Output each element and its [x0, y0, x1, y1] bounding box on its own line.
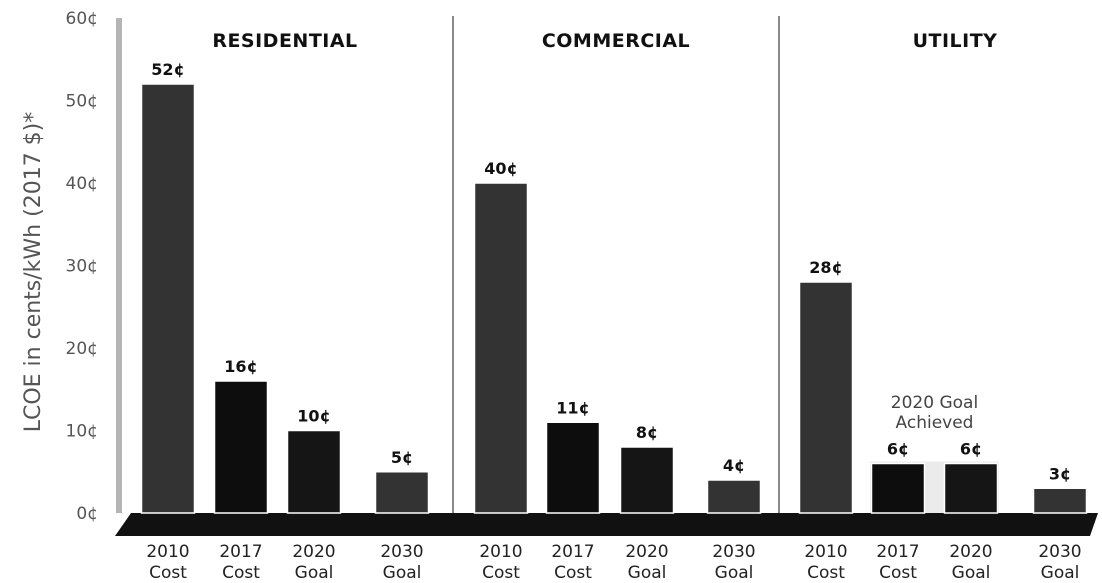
y-tick-label: 30¢: [66, 257, 98, 277]
bar-value-label: 11¢: [556, 398, 589, 417]
x-tick-label: 2017: [876, 542, 919, 562]
bar: [870, 462, 926, 514]
x-tick-label: Cost: [149, 563, 187, 583]
bar-value-label: 8¢: [636, 423, 658, 442]
bar-value-label: 6¢: [960, 440, 982, 459]
bar: [140, 83, 196, 514]
bar: [545, 421, 601, 514]
bar-value-label: 3¢: [1049, 464, 1071, 483]
bar-value-label: 28¢: [809, 258, 842, 277]
x-tick-label: Goal: [383, 563, 422, 583]
x-tick-label: Cost: [879, 563, 917, 583]
chart-base: [115, 513, 1098, 536]
bar: [213, 380, 269, 514]
panel-title: RESIDENTIAL: [212, 30, 357, 52]
x-tick-label: 2010: [804, 542, 847, 562]
bar: [286, 429, 342, 514]
bar-value-label: 10¢: [297, 407, 330, 426]
y-axis-title: LCOE in cents/kWh (2017 $)*: [21, 112, 46, 433]
x-tick-label: Goal: [295, 563, 334, 583]
x-tick-label: Goal: [715, 563, 754, 583]
x-tick-label: Cost: [807, 563, 845, 583]
x-tick-label: 2020: [292, 542, 335, 562]
bar: [943, 462, 999, 514]
y-tick-label: 50¢: [66, 92, 98, 112]
annotation-line-2: Achieved: [896, 413, 974, 433]
x-tick-label: 2010: [479, 542, 522, 562]
x-tick-label: 2020: [625, 542, 668, 562]
x-tick-label: Goal: [1041, 563, 1080, 583]
annotation-line-1: 2020 Goal: [891, 393, 978, 413]
y-tick-label: 60¢: [66, 9, 98, 29]
x-tick-label: Cost: [482, 563, 520, 583]
bar: [798, 281, 854, 514]
x-tick-label: 2030: [1038, 542, 1081, 562]
y-tick-label: 10¢: [66, 422, 98, 442]
bar: [374, 471, 430, 514]
bar-value-label: 52¢: [151, 60, 184, 79]
x-tick-label: 2017: [219, 542, 262, 562]
y-tick-label: 0¢: [76, 504, 98, 524]
x-tick-label: 2017: [551, 542, 594, 562]
x-tick-label: Cost: [554, 563, 592, 583]
bar-value-label: 5¢: [391, 448, 413, 467]
bar: [473, 182, 529, 514]
labels: RESIDENTIAL52¢2010Cost16¢2017Cost10¢2020…: [146, 30, 1081, 583]
y-axis: 0¢ 10¢ 20¢ 30¢ 40¢ 50¢ 60¢ LCOE in cents/kWh (2…: [21, 9, 122, 524]
bar: [706, 479, 762, 514]
panel-title: UTILITY: [913, 30, 998, 52]
x-tick-label: 2030: [380, 542, 423, 562]
bar-value-label: 16¢: [224, 357, 257, 376]
x-tick-label: 2010: [146, 542, 189, 562]
chart-base-band: [115, 513, 1098, 536]
bar: [1032, 487, 1088, 514]
x-tick-label: 2030: [712, 542, 755, 562]
x-tick-label: Goal: [952, 563, 991, 583]
panel-dividers: [452, 16, 780, 535]
panel-title: COMMERCIAL: [542, 30, 690, 52]
bar-value-label: 4¢: [723, 456, 745, 475]
bars: [140, 83, 1088, 514]
y-axis-line: [116, 18, 122, 513]
x-tick-label: Goal: [628, 563, 667, 583]
bar: [619, 446, 675, 514]
bar-value-label: 6¢: [887, 440, 909, 459]
x-tick-label: 2020: [949, 542, 992, 562]
bar-value-label: 40¢: [484, 159, 517, 178]
y-tick-label: 40¢: [66, 174, 98, 194]
x-tick-label: Cost: [222, 563, 260, 583]
y-tick-label: 20¢: [66, 339, 98, 359]
